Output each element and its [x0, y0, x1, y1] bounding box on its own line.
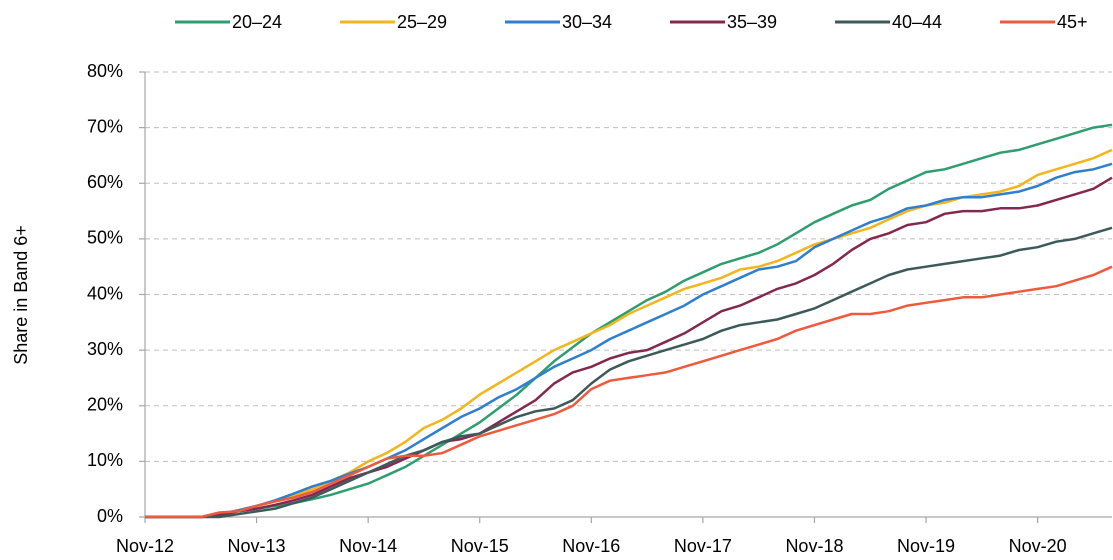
legend-label: 30–34	[562, 12, 612, 32]
y-tick-label: 50%	[87, 228, 123, 248]
y-tick-label: 60%	[87, 172, 123, 192]
x-tick-label: Nov-12	[116, 536, 174, 556]
legend-label: 35–39	[727, 12, 777, 32]
x-tick-label: Nov-15	[451, 536, 509, 556]
x-tick-label: Nov-13	[228, 536, 286, 556]
series-line	[145, 148, 1113, 519]
series-line	[145, 265, 1113, 519]
x-tick-label: Nov-16	[562, 536, 620, 556]
legend-label: 20–24	[232, 12, 282, 32]
legend-label: 25–29	[397, 12, 447, 32]
y-tick-label: 10%	[87, 450, 123, 470]
y-tick-label: 20%	[87, 395, 123, 415]
x-tick-label: Nov-19	[897, 536, 955, 556]
x-tick-label: Nov-18	[785, 536, 843, 556]
y-tick-label: 40%	[87, 283, 123, 303]
series-line	[145, 176, 1113, 519]
x-tick-label: Nov-20	[1009, 536, 1067, 556]
legend-label: 45+	[1057, 12, 1088, 32]
legend-label: 40–44	[892, 12, 942, 32]
x-tick-label: Nov-17	[674, 536, 732, 556]
y-tick-label: 80%	[87, 61, 123, 81]
y-tick-label: 30%	[87, 339, 123, 359]
y-tick-label: 70%	[87, 116, 123, 136]
y-axis-label: Share in Band 6+	[11, 225, 31, 365]
series-line	[145, 226, 1113, 519]
x-tick-label: Nov-14	[339, 536, 397, 556]
series-line	[145, 162, 1113, 519]
y-tick-label: 0%	[97, 506, 123, 526]
